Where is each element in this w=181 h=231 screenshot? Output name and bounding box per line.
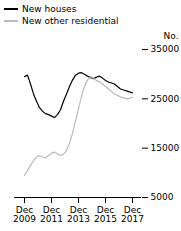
svg-text:Dec2009: Dec2009 [13,205,36,224]
html-text:New other residential: New other residential [22,16,119,26]
svg-text:25000: 25000 [151,94,180,104]
svg-text:35000: 35000 [151,44,180,54]
svg-text:Dec2011: Dec2011 [40,205,63,224]
html-text:New houses: New houses [22,4,77,14]
svg-text:Dec2015: Dec2015 [94,205,117,224]
svg-text:Dec2017: Dec2017 [121,205,144,224]
svg-text:5000: 5000 [151,192,174,202]
svg-text:15000: 15000 [151,143,180,153]
svg-text:Dec2013: Dec2013 [67,205,90,224]
svg-text:No.: No. [164,31,179,41]
